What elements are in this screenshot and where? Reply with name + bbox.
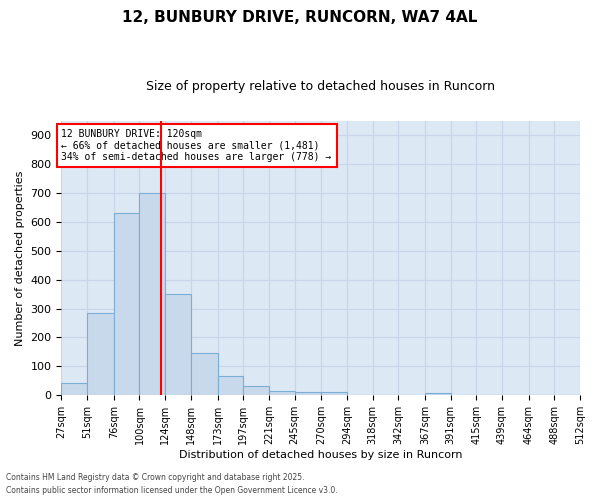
- Text: 12, BUNBURY DRIVE, RUNCORN, WA7 4AL: 12, BUNBURY DRIVE, RUNCORN, WA7 4AL: [122, 10, 478, 25]
- Title: Size of property relative to detached houses in Runcorn: Size of property relative to detached ho…: [146, 80, 495, 93]
- Y-axis label: Number of detached properties: Number of detached properties: [15, 170, 25, 346]
- Bar: [321, 392, 347, 396]
- Bar: [269, 391, 295, 396]
- Bar: [87, 313, 114, 396]
- Bar: [139, 193, 165, 396]
- Bar: [165, 294, 191, 396]
- X-axis label: Distribution of detached houses by size in Runcorn: Distribution of detached houses by size …: [179, 450, 463, 460]
- Bar: [243, 386, 269, 396]
- Text: 12 BUNBURY DRIVE: 120sqm
← 66% of detached houses are smaller (1,481)
34% of sem: 12 BUNBURY DRIVE: 120sqm ← 66% of detach…: [61, 129, 332, 162]
- Bar: [114, 212, 139, 396]
- Text: Contains HM Land Registry data © Crown copyright and database right 2025.
Contai: Contains HM Land Registry data © Crown c…: [6, 474, 338, 495]
- Bar: [295, 392, 321, 396]
- Bar: [191, 353, 218, 396]
- Bar: [61, 382, 87, 396]
- Bar: [425, 393, 451, 396]
- Bar: [218, 376, 243, 396]
